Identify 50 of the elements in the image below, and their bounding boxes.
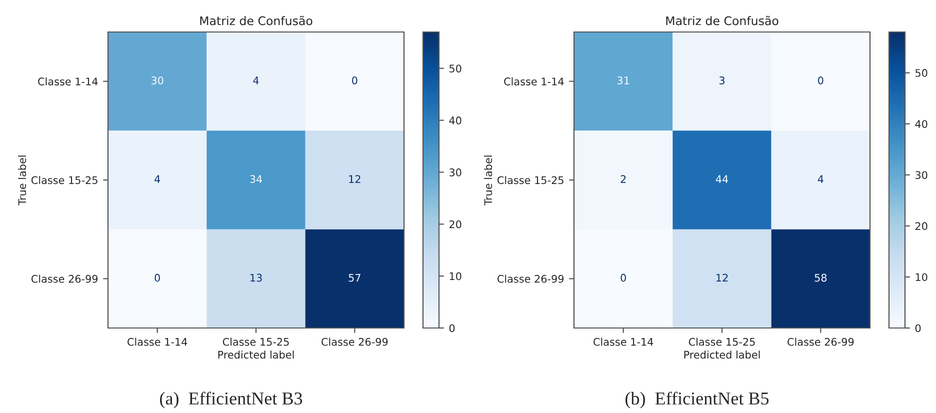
y-tick-label: Classe 15-25 (31, 176, 98, 184)
data-label: 31 (618, 76, 629, 84)
data-label: 2 (620, 175, 626, 183)
x-axis-title: Predicted label (684, 350, 760, 359)
color-bar-label: 40 (915, 120, 928, 128)
x-tick-label: Classe 15-25 (688, 338, 755, 346)
x-axis-title: Predicted label (218, 350, 294, 359)
color-bar-label: 40 (449, 116, 462, 124)
data-label: 58 (814, 274, 827, 282)
chart-title: Matriz de Confusão (200, 16, 312, 26)
y-tick-label: Classe 26-99 (31, 274, 98, 283)
data-label: 4 (253, 76, 259, 84)
data-label: 12 (349, 175, 360, 183)
data-label: 0 (154, 274, 160, 282)
color-bar-label: 0 (449, 324, 455, 332)
y-tick-label: Classe 15-25 (497, 176, 564, 184)
data-label: 0 (352, 76, 358, 84)
x-tick-label: Classe 26-99 (322, 338, 388, 346)
y-tick-label: Classe 1-14 (38, 77, 98, 86)
data-label: 30 (152, 76, 164, 84)
x-tick-label: Classe 26-99 (788, 338, 854, 346)
color-bar-label: 50 (450, 64, 462, 72)
color-bar-label: 10 (450, 272, 462, 280)
x-tick-label: Classe 1-14 (594, 338, 654, 346)
color-bar-label: 50 (916, 69, 928, 77)
data-label: 34 (250, 175, 262, 184)
data-label: 3 (719, 76, 724, 84)
data-label: 4 (154, 175, 160, 183)
y-tick-label: Classe 1-14 (504, 77, 564, 86)
color-bar-label: 30 (450, 168, 462, 176)
chart-title: Matriz de Confusão (666, 16, 778, 26)
data-label: 44 (716, 175, 728, 183)
color-bar-label: 0 (915, 324, 921, 332)
y-axis-title: True label (18, 156, 26, 206)
x-tick-label: Classe 15-25 (222, 338, 289, 346)
y-tick-label: Classe 26-99 (497, 274, 564, 283)
color-bar-label: 10 (916, 273, 928, 282)
data-label: 57 (348, 274, 360, 282)
color-bar-label: 30 (916, 171, 928, 179)
data-label: 0 (620, 274, 626, 282)
x-tick-label: Classe 1-14 (128, 338, 188, 346)
data-label: 13 (250, 274, 262, 282)
text: (b) EfficientNet B5 (626, 392, 769, 408)
data-label: 0 (818, 76, 824, 84)
data-label: 4 (818, 175, 824, 183)
data-label: 12 (716, 274, 728, 282)
text: (a) EfficientNet B3 (160, 392, 302, 408)
color-bar-label: 20 (449, 220, 462, 228)
color-bar-label: 20 (915, 222, 928, 230)
y-axis-title: True label (484, 156, 492, 206)
